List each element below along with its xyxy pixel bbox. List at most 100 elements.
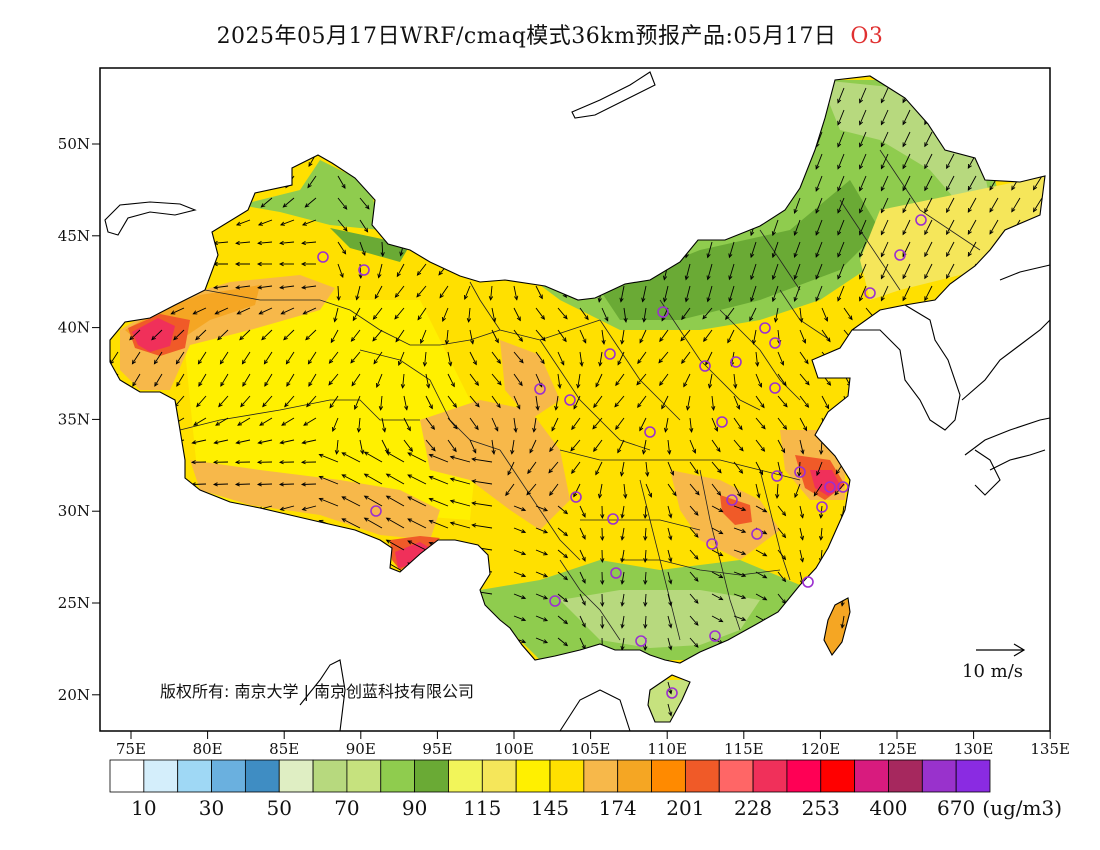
wind-arrow [725,307,735,321]
wind-arrow [989,197,999,213]
lat-tick-label: 20N [58,686,90,704]
wind-arrow [683,373,691,388]
wind-arrow [843,307,853,321]
wind-arrow [513,571,527,578]
station-marker [370,505,382,517]
wind-arrow [793,263,801,280]
wind-arrow [880,109,889,126]
wind-arrow [733,549,747,555]
wind-arrow [620,527,625,541]
wind-arrow [880,285,889,302]
wind-arrow [837,285,845,302]
wind-arrow [513,549,527,556]
wind-arrow [407,496,427,507]
wind-arrow [175,351,185,365]
lat-tick-label: 25N [58,594,90,612]
wind-arrow [449,477,471,485]
wind-arrow [755,549,768,557]
station-marker [794,466,806,478]
station-marker [534,383,546,395]
wind-arrow [837,241,845,258]
wind-arrow [967,197,977,213]
legend-label: 90 [402,796,427,820]
wind-arrow [213,285,229,290]
wind-arrow [535,329,546,342]
legend-swatch [549,759,585,793]
wind-arrow [777,527,787,539]
station-marker [549,595,561,607]
wind-arrow [771,219,779,237]
wind-arrow [667,549,673,563]
wind-arrow [755,373,763,388]
wind-arrow [491,329,499,344]
wind-arrow [815,153,823,170]
wind-arrow [946,263,955,280]
wind-arrow [337,241,347,255]
wind-arrow [813,483,823,497]
wind-arrow [751,329,757,345]
wind-arrow [469,329,475,345]
legend-swatch [346,759,382,793]
wind-arrow [834,483,845,496]
wind-arrow [946,197,955,214]
wind-arrow [318,453,339,463]
wind-arrow [337,219,348,232]
wind-arrow [300,261,316,267]
wind-arrow [924,263,933,280]
station-marker [915,214,927,226]
wind-arrow [557,307,568,320]
wind-arrow [619,285,625,303]
lat-tick-label: 35N [58,410,90,428]
wind-arrow [219,351,229,365]
wind-reference-label: 10 m/s [962,661,1023,682]
wind-arrow [880,197,889,214]
wind-arrow [318,475,339,485]
wind-arrow [793,285,801,302]
wind-arrow [667,637,673,651]
station-marker [751,528,763,540]
color-legend: 10 30 50 70 90 115 145 174 201 228 253 400 670 (ug/m3… [109,759,1062,820]
wind-arrow [689,571,699,582]
wind-arrow [307,175,317,189]
wind-arrow [645,461,650,477]
wind-arrow [307,351,317,365]
wind-arrow [240,395,251,408]
wind-arrow [385,539,405,551]
wind-arrow [777,395,788,408]
wind-arrow [579,593,586,606]
wind-arrow [407,540,427,551]
wind-arrow [707,373,713,389]
wind-arrow [641,285,647,303]
wind-arrow [449,455,471,463]
legend-label: 228 [734,796,772,820]
wind-arrow [661,395,669,410]
legend-swatch [515,759,551,793]
wind-arrow [689,483,700,496]
wind-arrow [667,527,673,541]
wind-arrow [394,307,405,320]
wind-arrow [308,373,317,387]
longitude-axis: 75E 80E 85E 90E 95E 100E 105E 110E 115E 120E 125E 1… [116,731,1070,758]
wind-arrow [257,219,273,226]
wind-arrow [213,439,229,445]
wind-arrow [557,527,569,537]
lon-tick-label: 120E [801,740,841,758]
wind-arrow [837,153,845,170]
wind-arrow [193,417,207,426]
wind-arrow [880,219,889,236]
wind-arrow [535,549,549,556]
wind-arrow [794,483,801,499]
wind-arrow [749,307,757,322]
wind-arrow [196,395,207,408]
wind-arrow [818,527,824,541]
wind-arrow [579,615,586,628]
wind-arrow [601,307,609,322]
station-marker [317,251,329,263]
wind-arrow [799,373,810,386]
wind-arrow [815,285,823,302]
wind-arrow [593,439,603,453]
station-marker [644,426,656,438]
wind-arrow [799,307,804,323]
wind-arrow [597,483,603,499]
wind-arrow [755,417,766,430]
